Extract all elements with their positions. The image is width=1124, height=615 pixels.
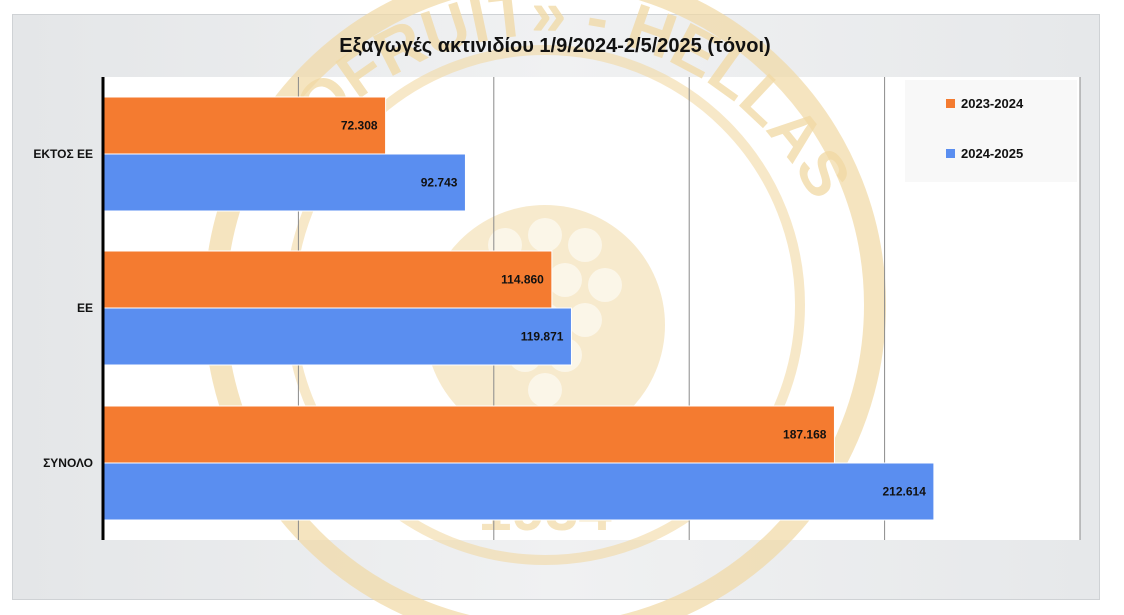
bar-value-label-2-0: 187.168 [783,428,827,442]
category-label-1: ΕΕ [77,301,93,315]
chart-title: Εξαγωγές ακτινιδίου 1/9/2024-2/5/2025 (τ… [339,35,770,57]
bar-1-0 [102,250,553,309]
seal-grape-9 [568,303,602,337]
bar-value-label-0-1: 92.743 [421,176,458,190]
legend-box [905,80,1077,182]
legend-label-0: 2023-2024 [961,96,1024,111]
bars: 72.308 92.743 114.860 119.871 187.168 212.614 [102,96,935,521]
seal-grape-1 [528,218,562,252]
legend-swatch-1 [946,149,955,158]
bar-value-label-1-0: 114.860 [501,273,544,287]
seal-grape-12 [528,373,562,407]
category-label-2: ΣΥΝΟΛΟ [43,456,93,470]
bar-2-1 [102,462,935,521]
category-labels: ΕΚΤΟΣ ΕΕ ΕΕ ΣΥΝΟΛΟ [33,147,93,470]
legend-swatch-0 [946,99,955,108]
seal-grape-5 [548,263,582,297]
bar-1-1 [102,307,572,366]
bar-value-label-0-0: 72.308 [341,119,378,133]
bar-value-label-1-1: 119.871 [521,330,564,344]
legend-label-1: 2024-2025 [961,146,1023,161]
bar-0-1 [102,153,466,212]
bar-2-0 [102,405,835,464]
category-label-0: ΕΚΤΟΣ ΕΕ [33,147,93,161]
seal-grape-6 [588,268,622,302]
legend: 2023-2024 2024-2025 [905,80,1077,182]
seal-grape-2 [568,228,602,262]
bar-value-label-2-1: 212.614 [883,485,927,499]
